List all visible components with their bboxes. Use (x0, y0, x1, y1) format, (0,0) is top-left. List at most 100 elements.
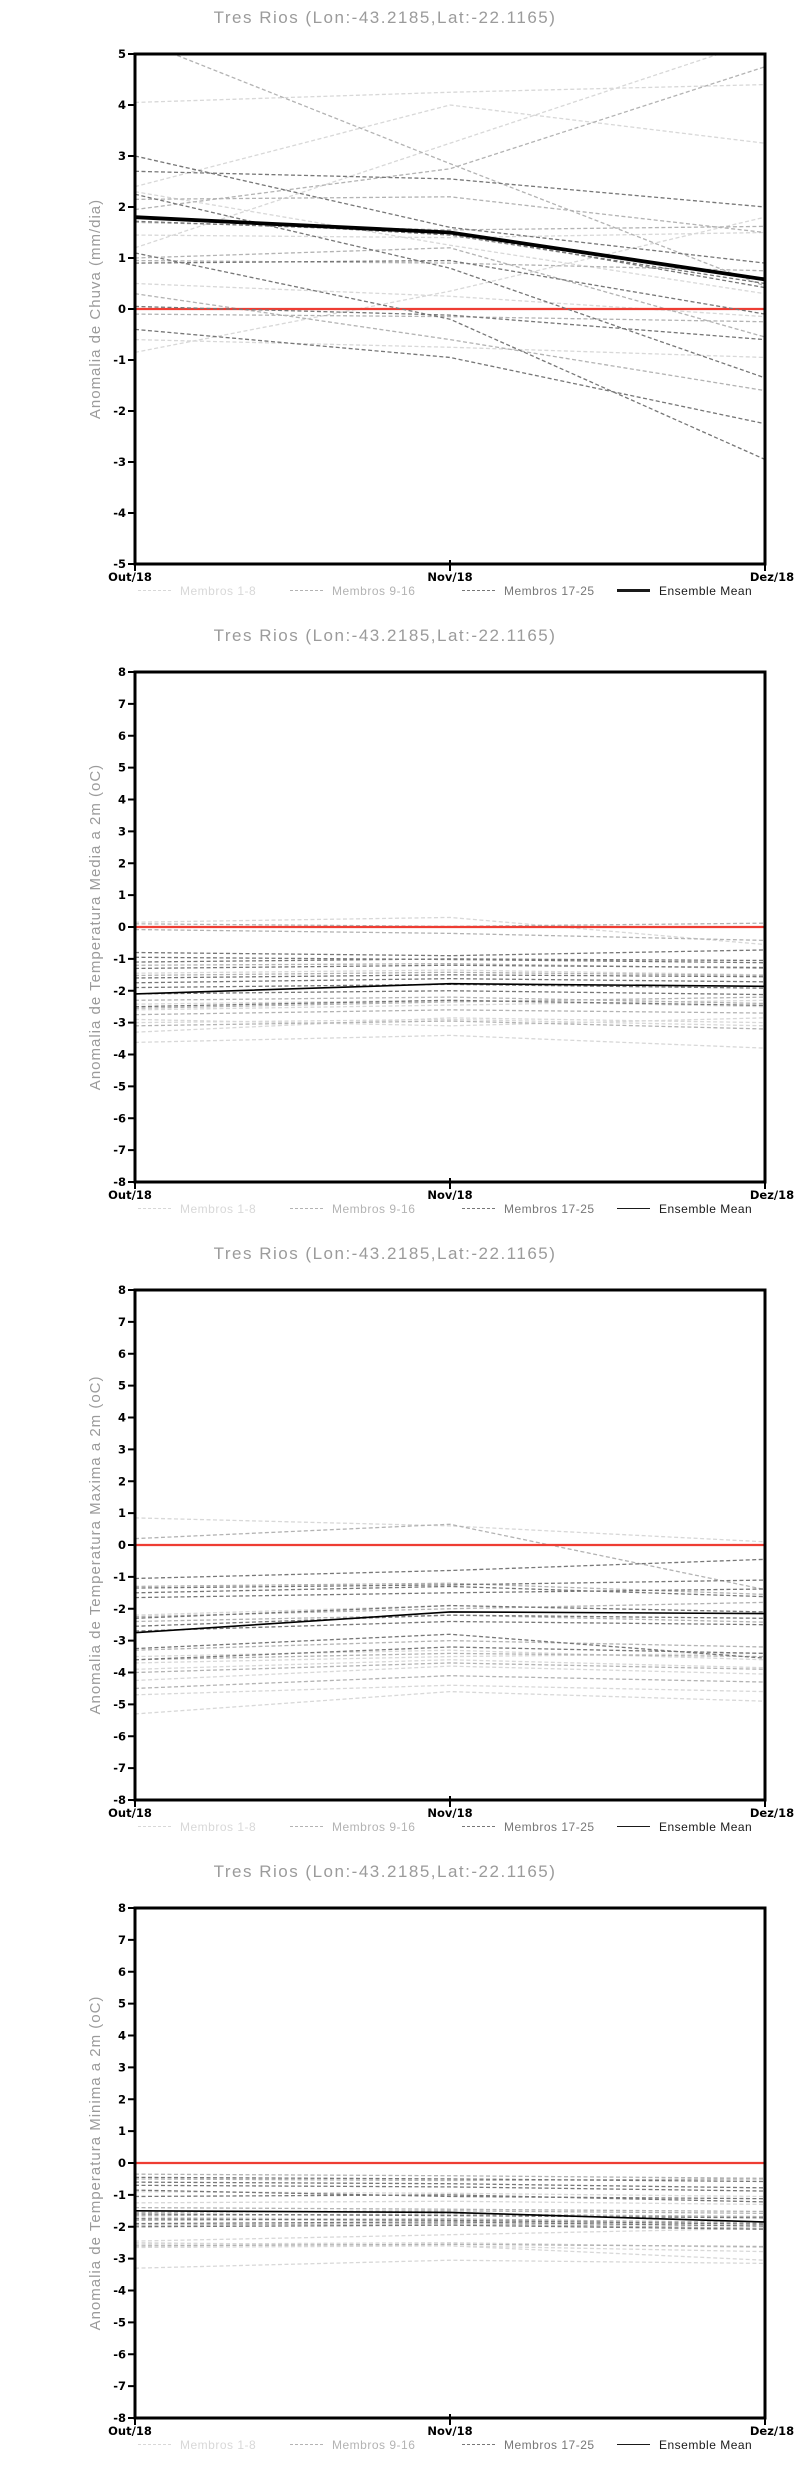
y-tick-label: 4 (118, 1411, 126, 1425)
member-line (135, 191, 765, 295)
y-tick-label: -5 (113, 1079, 126, 1093)
member-line (135, 1585, 765, 1598)
member-line (135, 1639, 765, 1651)
y-tick-label: 0 (118, 920, 126, 934)
legend-label: Membros 17-25 (504, 583, 595, 598)
member-line (135, 259, 765, 315)
y-tick-label: 5 (118, 761, 126, 775)
member-line (135, 2213, 765, 2219)
legend-item-membros-17-25: Membros 17-25 (462, 2437, 595, 2452)
ensemble-mean-line (135, 2210, 765, 2223)
member-line (135, 338, 765, 359)
y-tick-label: 7 (118, 1933, 126, 1947)
y-tick-label: -5 (113, 2315, 126, 2329)
member-line (135, 2227, 765, 2242)
y-tick-label: -2 (113, 404, 126, 418)
x-tick-label: Nov/18 (427, 2424, 472, 2438)
legend-item-membros-9-16: Membros 9-16 (290, 583, 415, 598)
member-line (135, 977, 765, 984)
member-line (135, 2224, 765, 2230)
y-tick-label: 2 (118, 2092, 126, 2106)
member-line (135, 1579, 765, 1589)
legend-item-membros-1-8: Membros 1-8 (138, 2437, 256, 2452)
y-tick-label: 8 (118, 1901, 126, 1915)
y-tick-label: 8 (118, 665, 126, 679)
legend-item-membros-1-8: Membros 1-8 (138, 583, 256, 598)
member-line (135, 2178, 765, 2182)
x-tick-label: Out/18 (108, 2424, 152, 2438)
y-tick-label: -5 (113, 557, 126, 571)
member-line (135, 1009, 765, 1016)
x-tick-label: Dez/18 (750, 2424, 794, 2438)
y-tick-label: -3 (113, 2252, 126, 2266)
member-line (135, 996, 765, 1005)
y-tick-label: 5 (118, 1379, 126, 1393)
member-line (135, 1017, 765, 1027)
member-line (135, 170, 765, 208)
x-axis-ticks: Out/18 Nov/18 Dez/18 (108, 560, 794, 584)
member-line (135, 2242, 765, 2261)
member-line (135, 2243, 765, 2248)
y-tick-label: 1 (118, 2124, 126, 2138)
legend-label: Membros 1-8 (180, 1819, 257, 1834)
y-tick-label: -2 (113, 2220, 126, 2234)
legend-item-ensemble-mean: Ensemble Mean (617, 583, 752, 598)
legend-label: Membros 17-25 (504, 2437, 595, 2452)
y-tick-label: -8 (113, 1793, 126, 1807)
legend-label: Ensemble Mean (659, 583, 753, 598)
member-line (135, 231, 765, 239)
member-line (135, 83, 765, 104)
y-tick-label: -1 (113, 2188, 126, 2202)
member-line (135, 1614, 765, 1627)
x-tick-label: Dez/18 (750, 1806, 794, 1820)
chart-section-4: Tres Rios (Lon:-43.2185,Lat:-22.1165) An… (0, 1854, 800, 2472)
y-tick-label: -7 (113, 2379, 126, 2393)
y-tick-label: 4 (118, 2029, 126, 2043)
member-line (135, 1523, 765, 1591)
member-line (135, 155, 765, 264)
chart-legend: Membros 1-8 Membros 9-16 Membros 17-25 E… (0, 583, 800, 601)
y-tick-label: 2 (118, 1474, 126, 1488)
series-lines-group (135, 54, 765, 461)
member-line (135, 1588, 765, 1599)
legend-item-membros-17-25: Membros 17-25 (462, 1201, 595, 1216)
chart-section-2: Tres Rios (Lon:-43.2185,Lat:-22.1165) An… (0, 618, 800, 1236)
legend-line-sample-membros-17-25 (462, 2444, 495, 2446)
member-line (135, 2200, 765, 2206)
member-line (135, 305, 765, 341)
member-line (135, 999, 765, 1008)
legend-label: Ensemble Mean (659, 1819, 753, 1834)
legend-item-membros-17-25: Membros 17-25 (462, 1819, 595, 1834)
member-line (135, 928, 765, 942)
legend-label: Ensemble Mean (659, 1201, 753, 1216)
member-line (135, 996, 765, 1009)
member-line (135, 104, 765, 188)
legend-label: Membros 1-8 (180, 583, 257, 598)
member-line (135, 969, 765, 976)
legend-line-sample-membros-1-8 (138, 590, 171, 592)
member-line (135, 216, 765, 353)
member-line (135, 1582, 765, 1596)
legend-line-sample-membros-1-8 (138, 1208, 171, 1210)
member-line (135, 1662, 765, 1674)
y-tick-label: 4 (118, 793, 126, 807)
y-tick-label: -1 (113, 1570, 126, 1584)
legend-line-sample-membros-17-25 (462, 1208, 495, 1210)
legend-label: Membros 1-8 (180, 2437, 257, 2452)
legend-line-sample-membros-9-16 (290, 1208, 323, 1210)
legend-item-ensemble-mean: Ensemble Mean (617, 2437, 752, 2452)
y-tick-label: 0 (118, 1538, 126, 1552)
legend-item-membros-9-16: Membros 9-16 (290, 1201, 415, 1216)
chart-section-3: Tres Rios (Lon:-43.2185,Lat:-22.1165) An… (0, 1236, 800, 1854)
chart-title: Tres Rios (Lon:-43.2185,Lat:-22.1165) (213, 626, 557, 645)
series-lines-group (135, 916, 765, 1049)
y-tick-label: -3 (113, 1634, 126, 1648)
legend-label: Ensemble Mean (659, 2437, 753, 2452)
member-line (135, 1690, 765, 1715)
y-tick-label: -6 (113, 2347, 126, 2361)
member-line (135, 1652, 765, 1664)
member-line (135, 2173, 765, 2179)
chart-title: Tres Rios (Lon:-43.2185,Lat:-22.1165) (213, 8, 557, 27)
